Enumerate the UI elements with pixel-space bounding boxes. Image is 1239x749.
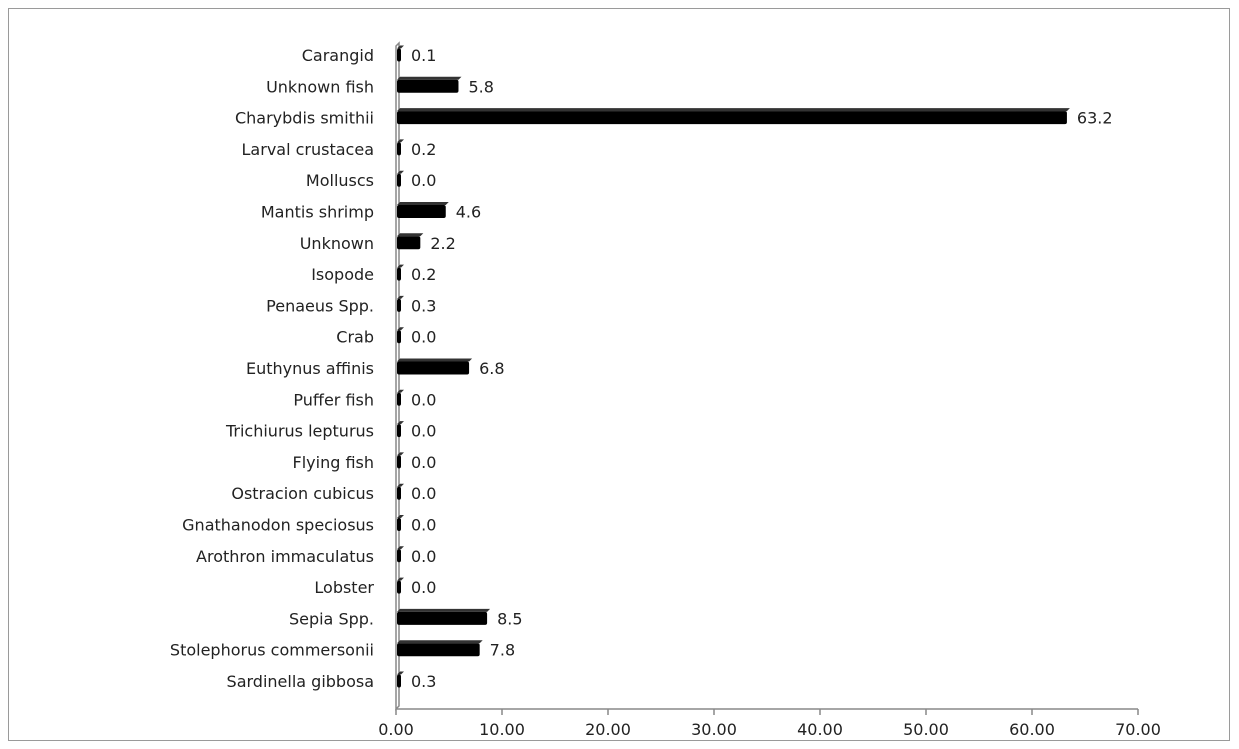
x-tick-label: 10.00 xyxy=(479,720,525,739)
category-label: Ostracion cubicus xyxy=(231,484,374,503)
category-label: Stolephorus commersonii xyxy=(170,641,374,660)
category-label: Gnathanodon speciosus xyxy=(182,516,374,535)
value-label: 0.0 xyxy=(411,328,436,347)
bar xyxy=(397,79,459,93)
bar-top-face xyxy=(397,295,404,299)
bar-top-face xyxy=(397,546,404,550)
value-label: 0.1 xyxy=(411,46,436,65)
bar xyxy=(397,298,401,312)
bar xyxy=(397,518,401,531)
bar xyxy=(397,267,401,281)
category-label: Unknown fish xyxy=(266,77,374,96)
x-tick-label: 20.00 xyxy=(585,720,631,739)
bar-top-face xyxy=(397,202,449,205)
bar-top-face xyxy=(397,76,462,80)
x-tick-label: 60.00 xyxy=(1009,720,1055,739)
bar-top-face xyxy=(397,108,1070,112)
bar xyxy=(397,486,401,500)
x-tick-label: 40.00 xyxy=(797,720,843,739)
category-label: Carangid xyxy=(302,46,374,65)
bar xyxy=(397,330,401,344)
chart-frame: 0.00 10.00 20.00 30.00 40.00 50.00 60.00 70.00 C… xyxy=(8,8,1230,741)
bar-top-face xyxy=(397,515,404,518)
value-label: 2.2 xyxy=(430,234,455,253)
value-label: 0.0 xyxy=(411,390,436,409)
bar xyxy=(397,392,401,406)
bar-top-face xyxy=(397,483,404,487)
bar xyxy=(397,643,480,657)
bar-top-face xyxy=(397,640,483,644)
category-label: Isopode xyxy=(311,265,374,284)
value-label: 6.8 xyxy=(479,359,504,378)
category-label: Unknown xyxy=(300,234,374,253)
category-label: Lobster xyxy=(314,578,374,597)
value-label: 0.3 xyxy=(411,672,436,691)
bar-top-face xyxy=(397,421,404,425)
value-label: 0.0 xyxy=(411,516,436,535)
bar-top-face xyxy=(397,452,404,456)
category-label: Trichiurus lepturus xyxy=(225,422,374,441)
bar-top-face xyxy=(397,358,473,362)
bar-top-face xyxy=(397,264,404,268)
bar xyxy=(397,236,421,250)
bar xyxy=(397,611,488,625)
bar xyxy=(397,361,470,375)
category-label: Molluscs xyxy=(306,171,374,190)
bar xyxy=(397,205,446,218)
value-label: 8.5 xyxy=(497,609,522,628)
bar xyxy=(397,580,401,594)
bar xyxy=(397,142,401,156)
value-label: 63.2 xyxy=(1077,109,1113,128)
value-label: 0.0 xyxy=(411,422,436,441)
bar xyxy=(397,549,401,563)
bar-chart: 0.00 10.00 20.00 30.00 40.00 50.00 60.00 70.00 C… xyxy=(170,41,1161,739)
value-label: 0.0 xyxy=(411,484,436,503)
category-label: Charybdis smithii xyxy=(235,109,374,128)
category-label: Sardinella gibbosa xyxy=(227,672,374,691)
category-label: Larval crustacea xyxy=(242,140,374,159)
bar-top-face xyxy=(397,389,404,393)
bar-top-face xyxy=(397,671,404,675)
bar xyxy=(397,424,401,438)
bar xyxy=(397,455,401,469)
bar-top-face xyxy=(397,577,404,581)
value-label: 7.8 xyxy=(490,641,515,660)
bar xyxy=(397,48,401,62)
bar xyxy=(397,111,1067,125)
x-tick-label: 70.00 xyxy=(1115,720,1161,739)
category-label: Sepia Spp. xyxy=(289,609,374,628)
value-label: 0.3 xyxy=(411,296,436,315)
category-label: Penaeus Spp. xyxy=(266,296,374,315)
bar-top-face xyxy=(397,327,404,331)
label-layer: 0.00 10.00 20.00 30.00 40.00 50.00 60.00 70.00 C… xyxy=(170,46,1161,739)
bar-layer xyxy=(397,45,1070,688)
bar xyxy=(397,173,401,187)
bar-top-face xyxy=(397,45,404,49)
value-label: 0.0 xyxy=(411,453,436,472)
value-label: 5.8 xyxy=(468,77,493,96)
bar-top-face xyxy=(397,170,404,174)
value-label: 0.0 xyxy=(411,171,436,190)
value-label: 0.2 xyxy=(411,140,436,159)
category-label: Crab xyxy=(336,328,374,347)
value-label: 4.6 xyxy=(456,203,481,222)
category-label: Flying fish xyxy=(293,453,375,472)
value-label: 0.2 xyxy=(411,265,436,284)
x-tick-label: 0.00 xyxy=(378,720,414,739)
value-label: 0.0 xyxy=(411,547,436,566)
x-tick-label: 50.00 xyxy=(903,720,949,739)
bar-top-face xyxy=(397,139,404,143)
category-label: Mantis shrimp xyxy=(261,203,374,222)
bar-top-face xyxy=(397,608,491,612)
category-label: Arothron immaculatus xyxy=(196,547,374,566)
bar-top-face xyxy=(397,233,424,237)
category-label: Euthynus affinis xyxy=(246,359,374,378)
x-tick-label: 30.00 xyxy=(691,720,737,739)
bar xyxy=(397,674,401,688)
category-label: Puffer fish xyxy=(293,390,374,409)
value-label: 0.0 xyxy=(411,578,436,597)
